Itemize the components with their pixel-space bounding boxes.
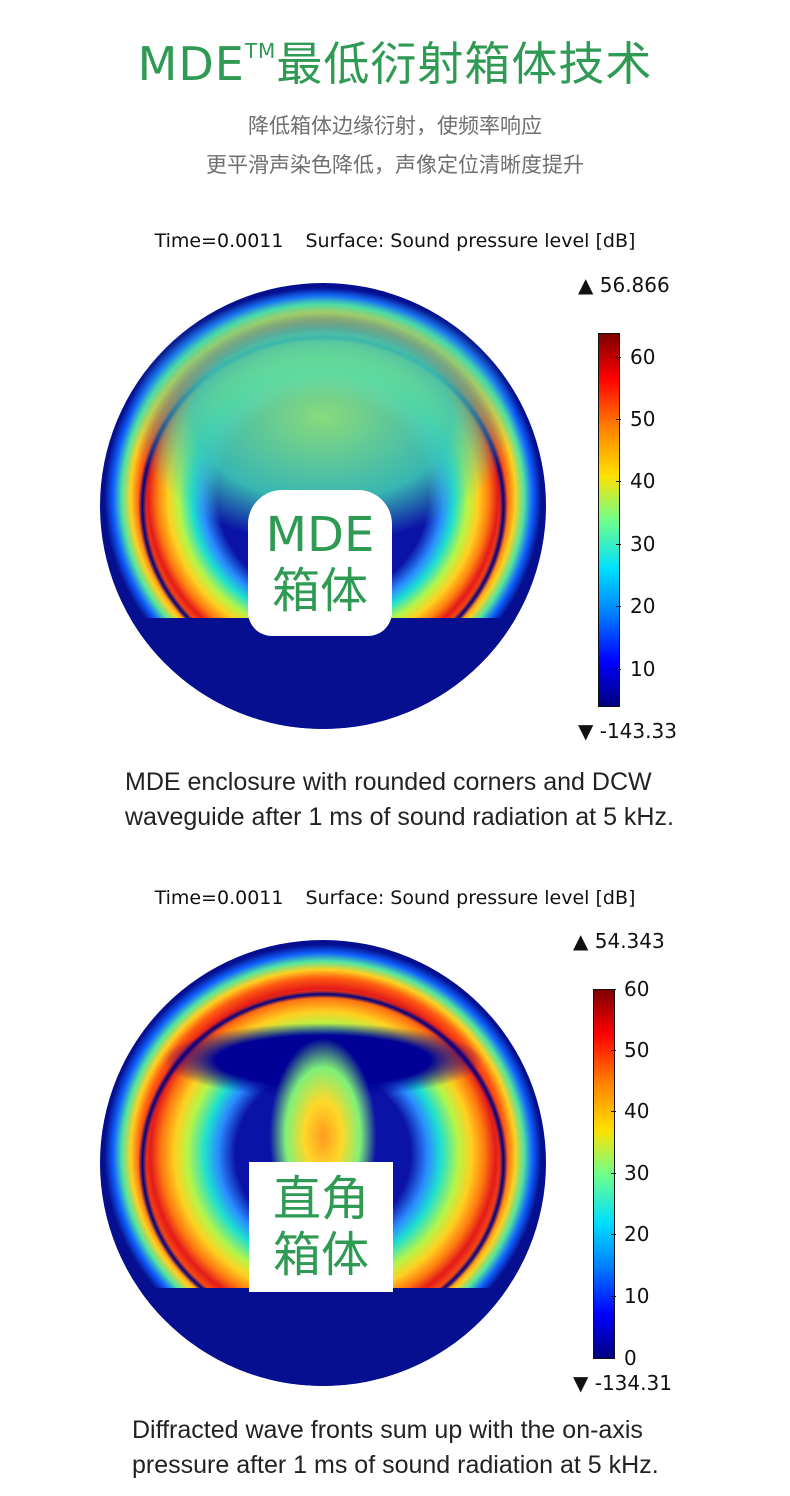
figure1-tick-label: 10 bbox=[630, 657, 656, 681]
figure2-caption-line2: pressure after 1 ms of sound radiation a… bbox=[132, 1451, 659, 1479]
figure1-sound-field-plot bbox=[100, 283, 546, 729]
figure2-tick-label: 0 bbox=[624, 1346, 637, 1370]
title-rest: 最低衍射箱体技术 bbox=[276, 37, 653, 91]
page-title: MDETM最低衍射箱体技术 bbox=[0, 28, 790, 94]
figure1-min-value: ▼ -143.33 bbox=[578, 719, 677, 743]
figure2-max-value: ▲ 54.343 bbox=[573, 929, 665, 953]
figure2-tick-mark bbox=[611, 1296, 616, 1297]
figure1-tick-mark bbox=[616, 606, 621, 607]
figure2-lower-field bbox=[100, 1287, 546, 1386]
figure2-caption: Diffracted wave fronts sum up with the o… bbox=[132, 1413, 659, 1483]
figure2-time-label: Time=0.0011 bbox=[154, 887, 284, 909]
figure1-tick-mark bbox=[616, 669, 621, 670]
figure2-tick-label: 60 bbox=[624, 977, 650, 1001]
figure2-tick-mark bbox=[611, 1111, 616, 1112]
trademark-mark: TM bbox=[244, 39, 277, 63]
figure1-caption: MDE enclosure with rounded corners and D… bbox=[125, 765, 674, 835]
figure1-tick-mark bbox=[616, 481, 621, 482]
figure2-tick-label: 50 bbox=[624, 1038, 650, 1062]
figure1-max-value: ▲ 56.866 bbox=[578, 273, 670, 297]
figure2-color-bar bbox=[593, 989, 615, 1359]
figure1-tick-mark bbox=[616, 357, 621, 358]
figure2-tick-label: 20 bbox=[624, 1222, 650, 1246]
figure1-tick-mark bbox=[616, 419, 621, 420]
figure1-lower-field bbox=[100, 617, 546, 729]
figure2-tick-mark bbox=[611, 1173, 616, 1174]
figure2-tick-label: 10 bbox=[624, 1284, 650, 1308]
figure1-box-line1: MDE bbox=[265, 507, 375, 563]
figure2-enclosure-label: 直角 箱体 bbox=[249, 1162, 393, 1292]
figure2-caption-line1: Diffracted wave fronts sum up with the o… bbox=[132, 1416, 643, 1444]
figure1-tick-label: 40 bbox=[630, 469, 656, 493]
figure2-tick-mark bbox=[611, 989, 616, 990]
figure2-min-value: ▼ -134.31 bbox=[573, 1371, 672, 1395]
figure1-enclosure-label: MDE 箱体 bbox=[248, 490, 392, 636]
figure1-time-label: Time=0.0011 bbox=[154, 230, 284, 252]
figure1-tick-mark bbox=[616, 544, 621, 545]
figure1-tick-label: 60 bbox=[630, 345, 656, 369]
figure2-box-line2: 箱体 bbox=[272, 1227, 369, 1283]
figure1-color-bar bbox=[598, 333, 620, 707]
figure1-tick-label: 50 bbox=[630, 407, 656, 431]
figure1-caption-line1: MDE enclosure with rounded corners and D… bbox=[125, 768, 652, 796]
figure1-tick-label: 20 bbox=[630, 594, 656, 618]
title-mde: MDE bbox=[137, 37, 245, 91]
figure1-caption-line2: waveguide after 1 ms of sound radiation … bbox=[125, 803, 674, 831]
figure2-sound-field-plot bbox=[100, 940, 546, 1386]
figure2-tick-mark bbox=[611, 1234, 616, 1235]
figure2-tick-mark bbox=[611, 1050, 616, 1051]
figure2-tick-label: 40 bbox=[624, 1099, 650, 1123]
figure1-box-line2: 箱体 bbox=[271, 563, 368, 619]
figure1-surface-label: Surface: Sound pressure level [dB] bbox=[305, 230, 636, 252]
subtitle-line-1: 降低箱体边缘衍射，使频率响应 bbox=[248, 114, 542, 138]
figure2-tick-label: 30 bbox=[624, 1161, 650, 1185]
figure1-header: Time=0.0011 Surface: Sound pressure level… bbox=[0, 230, 790, 252]
figure2-header: Time=0.0011 Surface: Sound pressure level… bbox=[0, 887, 790, 909]
figure1-tick-label: 30 bbox=[630, 532, 656, 556]
figure2-box-line1: 直角 bbox=[272, 1171, 369, 1227]
figure2-surface-label: Surface: Sound pressure level [dB] bbox=[305, 887, 636, 909]
subtitle-line-2: 更平滑声染色降低，声像定位清晰度提升 bbox=[206, 153, 584, 177]
